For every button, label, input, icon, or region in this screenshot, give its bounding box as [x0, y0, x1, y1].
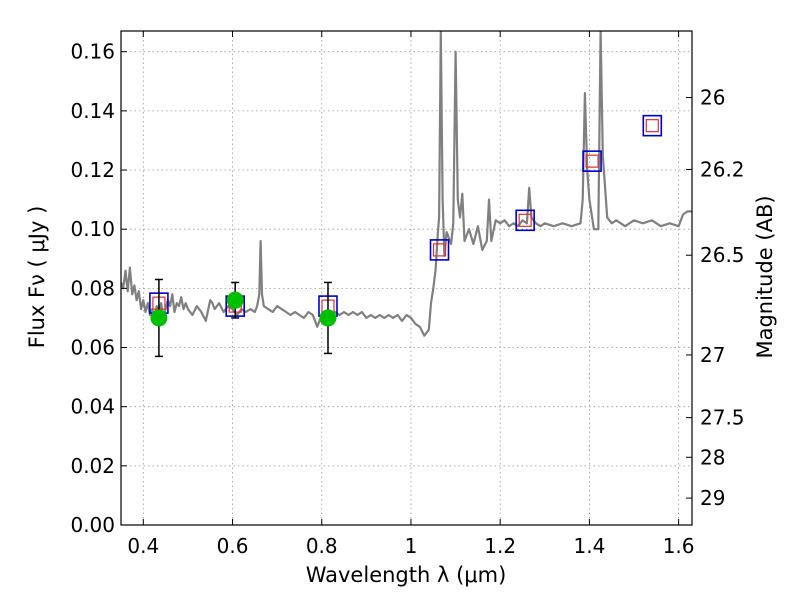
right-tick-label: 29: [700, 486, 725, 510]
axis-ticks: 0.4 0.6 0.8 1 1.2 1.4 1.6 0.00 0.02 0.04 0.06 0.08 0…: [70, 31, 745, 558]
model-photometry-inner-square: [432, 243, 447, 257]
right-tick-label: 26.2: [700, 157, 745, 181]
right-tick-label: 27.5: [700, 406, 745, 430]
x-tick-label: 0.6: [217, 534, 249, 558]
y-tick-label: 0.04: [70, 395, 115, 419]
x-tick-label: 1.2: [484, 534, 516, 558]
right-tick-label: 26: [700, 86, 725, 110]
y-axis-title: Flux Fν ( μJy ): [25, 206, 49, 349]
x-axis-title: Wavelength λ (μm): [306, 563, 507, 587]
right-tick-label: 27: [700, 343, 725, 367]
right-tick-label: 28: [700, 445, 725, 469]
plot-frame: [120, 30, 693, 526]
x-tick-label: 1.4: [573, 534, 605, 558]
right-axis-title: Magnitude (AB): [753, 195, 777, 358]
y-tick-label: 0.00: [70, 513, 115, 537]
model-photometry-square: [515, 209, 535, 232]
model-photometry-square: [582, 150, 602, 172]
right-tick-label: 26.5: [700, 243, 745, 267]
x-tick-label: 0.4: [127, 534, 159, 558]
spectrum-line: [121, 31, 692, 337]
y-tick-label: 0.10: [70, 217, 115, 241]
y-tick-label: 0.12: [70, 158, 115, 182]
plot-series: [121, 31, 692, 358]
y-tick-label: 0.14: [70, 99, 115, 123]
observed-point: [319, 309, 337, 327]
observed-point: [150, 309, 168, 327]
model-photometry-square: [642, 114, 663, 137]
x-tick-label: 1.6: [663, 534, 695, 558]
x-tick-label: 0.8: [306, 534, 338, 558]
observed-point: [226, 291, 244, 309]
y-tick-label: 0.08: [70, 276, 115, 300]
x-tick-label: 1: [405, 534, 418, 558]
y-tick-label: 0.16: [70, 40, 115, 64]
y-tick-label: 0.02: [70, 454, 115, 478]
y-tick-label: 0.06: [70, 336, 115, 360]
model-photometry-inner-square: [645, 119, 659, 133]
model-photometry-inner-square: [585, 154, 599, 168]
model-photometry-inner-square: [518, 213, 532, 227]
model-photometry-square: [429, 239, 450, 261]
